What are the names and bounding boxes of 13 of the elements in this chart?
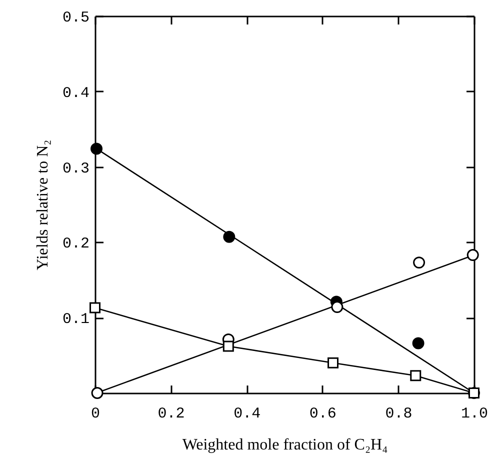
x-tick-label: 0.4: [234, 406, 261, 422]
y-tick-label: 0.1: [62, 311, 90, 328]
x-axis-title: Weighted mole fraction of C₂H₄: [182, 436, 388, 454]
y-tick-label: 0.5: [62, 10, 90, 26]
x-tick-label: 0: [90, 406, 100, 422]
x-tick-label: 0.8: [385, 406, 412, 422]
x-tick-label: 1.0: [460, 406, 488, 422]
y-tick-label: 0.4: [62, 84, 90, 102]
y-tick-label: 0.2: [62, 236, 90, 253]
y-axis-title: Yields relative to N₂: [34, 140, 52, 270]
x-tick-label: 0.2: [158, 406, 185, 422]
y-tick-label: 0.3: [62, 160, 90, 178]
x-tick-label: 0.6: [309, 406, 336, 422]
